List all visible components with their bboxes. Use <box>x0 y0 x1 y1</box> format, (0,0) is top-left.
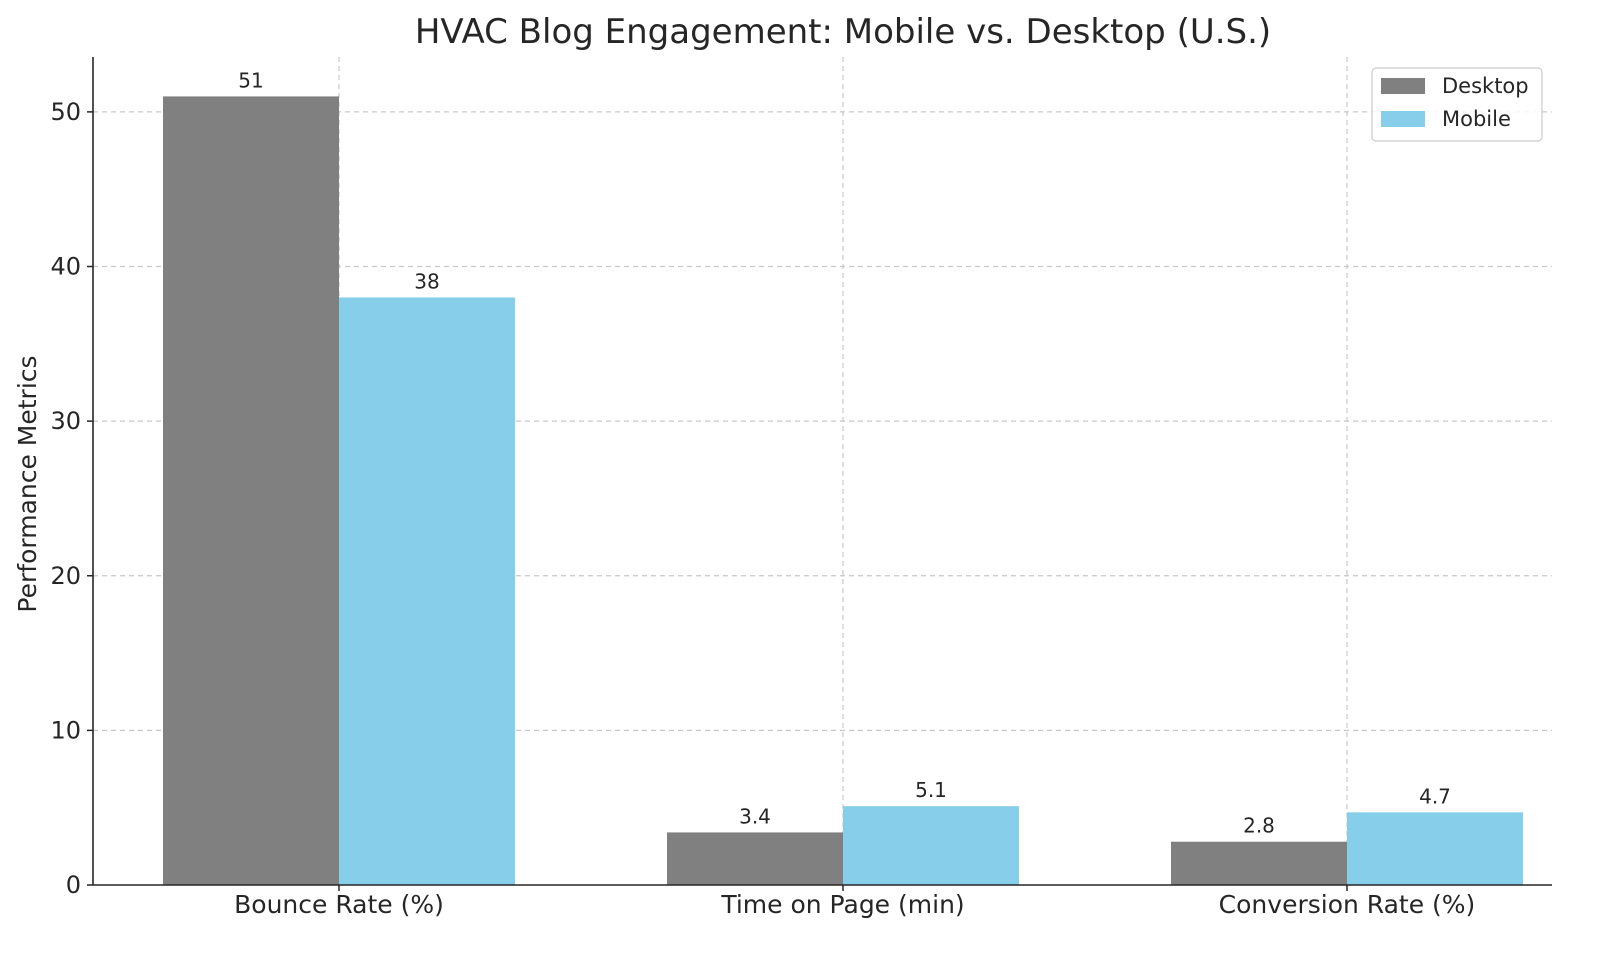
bar-mobile-1 <box>843 806 1019 885</box>
labels-layer: 0 10 20 30 40 50 51 3.4 2.8 38 5.1 4.7 Bounce Rate (… <box>50 68 1475 919</box>
bar-mobile-2 <box>1347 812 1523 885</box>
legend-label-desktop: Desktop <box>1442 74 1529 98</box>
bars-layer <box>163 96 1523 885</box>
y-tick-label: 10 <box>50 716 81 744</box>
data-label: 4.7 <box>1419 784 1451 808</box>
axes-layer <box>87 57 1552 891</box>
y-tick-label: 30 <box>50 407 81 435</box>
bar-desktop-0 <box>163 96 339 885</box>
legend: Desktop Mobile <box>1371 67 1543 142</box>
data-label: 38 <box>414 269 439 293</box>
legend-swatch-mobile <box>1381 111 1425 127</box>
bar-desktop-2 <box>1171 841 1347 885</box>
y-tick-label: 50 <box>50 98 81 126</box>
y-axis-label: Performance Metrics <box>13 355 42 612</box>
bar-mobile-0 <box>339 297 515 885</box>
legend-label-mobile: Mobile <box>1442 107 1511 131</box>
data-label: 3.4 <box>739 804 771 828</box>
x-tick-label: Bounce Rate (%) <box>234 890 444 919</box>
data-label: 51 <box>238 68 263 92</box>
bar-desktop-1 <box>667 832 843 885</box>
x-tick-label: Time on Page (min) <box>720 890 964 919</box>
chart-title: HVAC Blog Engagement: Mobile vs. Desktop… <box>415 12 1271 52</box>
data-label: 5.1 <box>915 778 947 802</box>
y-tick-label: 0 <box>66 871 81 899</box>
legend-swatch-desktop <box>1381 78 1425 94</box>
data-label: 2.8 <box>1243 814 1275 838</box>
x-tick-label: Conversion Rate (%) <box>1219 890 1476 919</box>
y-tick-label: 40 <box>50 253 81 281</box>
y-tick-label: 20 <box>50 562 81 590</box>
